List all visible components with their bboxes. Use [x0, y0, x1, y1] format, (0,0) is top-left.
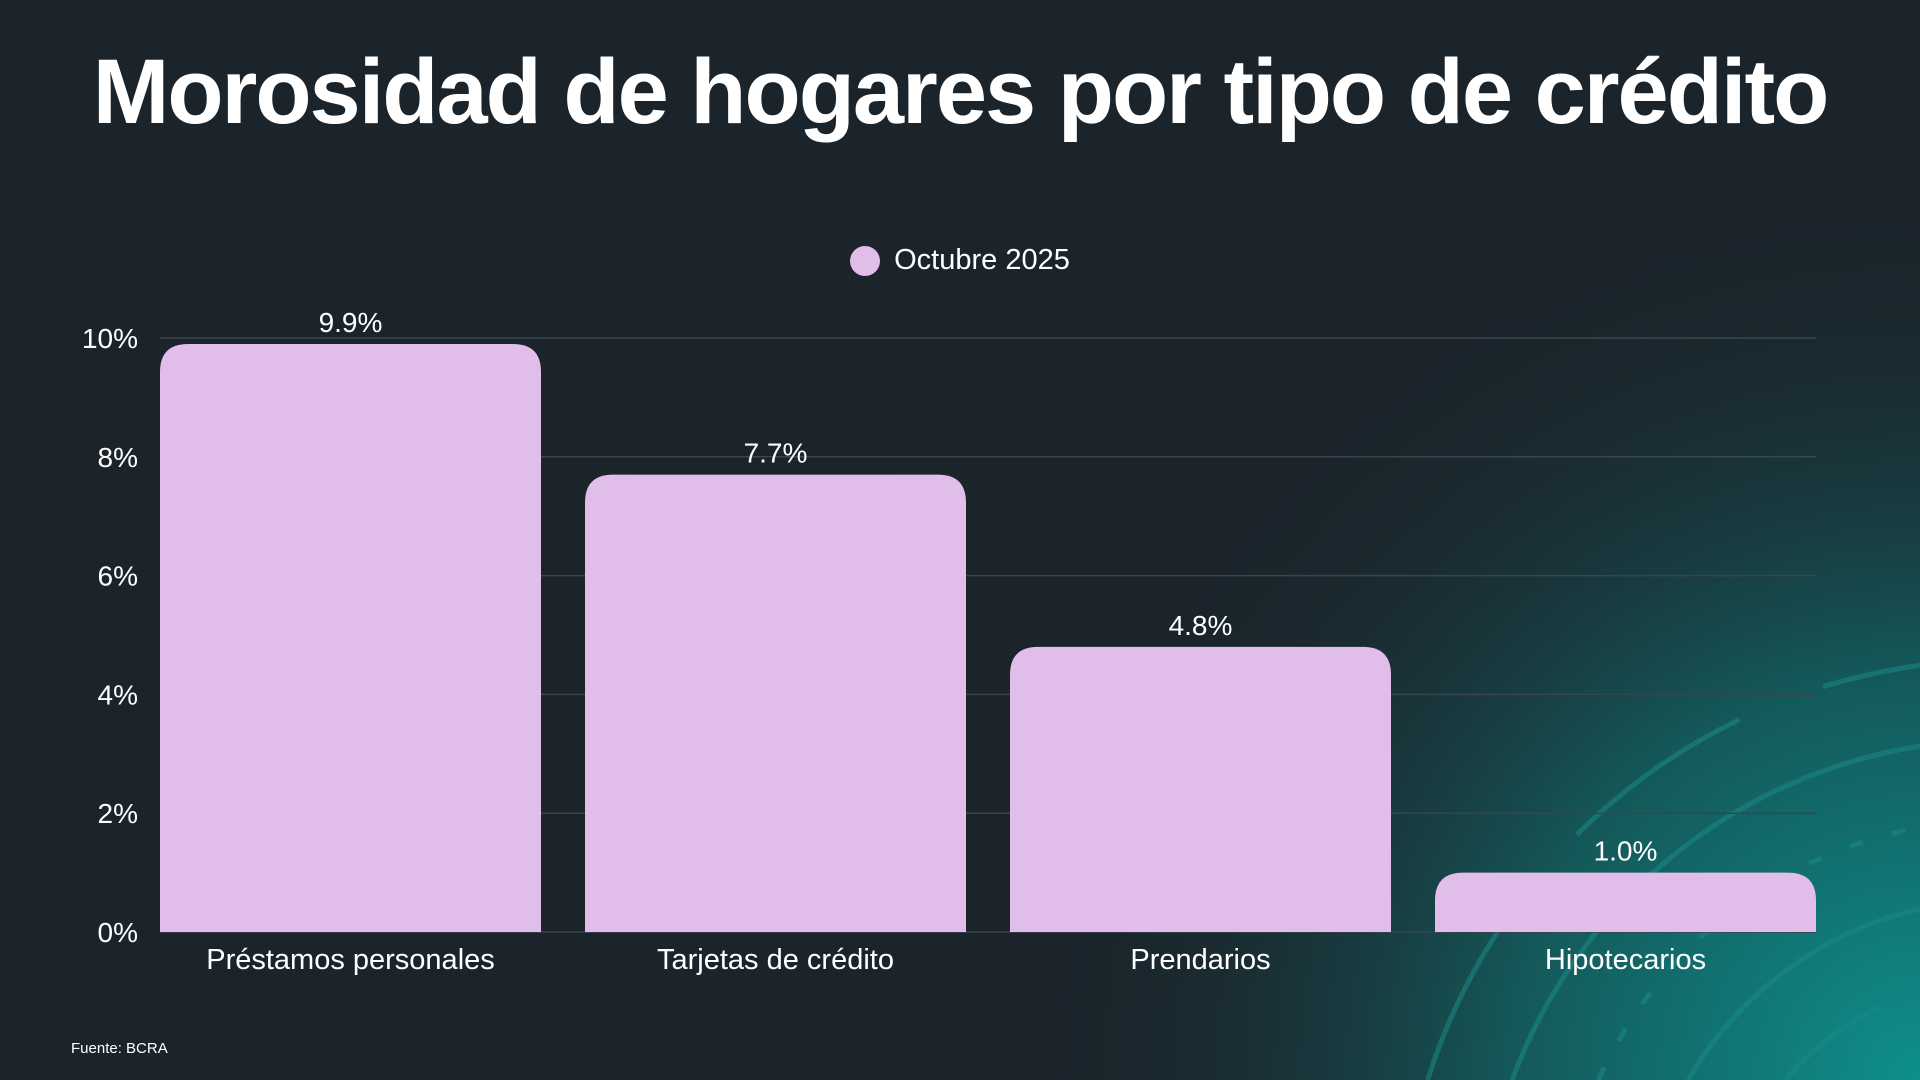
decorative-ring	[1596, 824, 1920, 1080]
legend: Octubre 2025	[0, 244, 1920, 277]
x-tick-label: Hipotecarios	[1545, 944, 1706, 976]
legend-label: Octubre 2025	[894, 244, 1070, 276]
data-label: 9.9%	[319, 307, 383, 338]
x-tick-label: Tarjetas de crédito	[657, 944, 894, 976]
y-tick-label: 8%	[98, 442, 138, 473]
y-tick-label: 10%	[82, 323, 138, 354]
data-label: 4.8%	[1169, 610, 1233, 641]
data-label: 7.7%	[744, 438, 808, 469]
decorative-ring	[1686, 906, 1920, 1080]
bar-1	[585, 474, 966, 932]
decorative-ring	[1783, 989, 1920, 1080]
legend-swatch	[850, 245, 881, 276]
y-tick-label: 4%	[98, 679, 138, 710]
decorative-rings	[1425, 662, 1920, 1080]
bar-2	[1010, 646, 1391, 932]
x-tick-label: Prendarios	[1130, 944, 1270, 976]
y-tick-label: 2%	[98, 798, 138, 829]
decorative-ring	[1509, 743, 1920, 1080]
chart-title: Morosidad de hogares por tipo de crédito	[92, 41, 1830, 143]
y-tick-label: 6%	[98, 561, 138, 592]
source-note: Fuente: BCRA	[71, 1040, 168, 1057]
decorative-ring	[1425, 662, 1920, 1080]
data-label: 1.0%	[1594, 836, 1658, 867]
y-tick-label: 0%	[98, 917, 138, 948]
x-tick-label: Préstamos personales	[206, 944, 495, 976]
bar-3	[1435, 872, 1816, 932]
bar-0	[160, 343, 541, 932]
